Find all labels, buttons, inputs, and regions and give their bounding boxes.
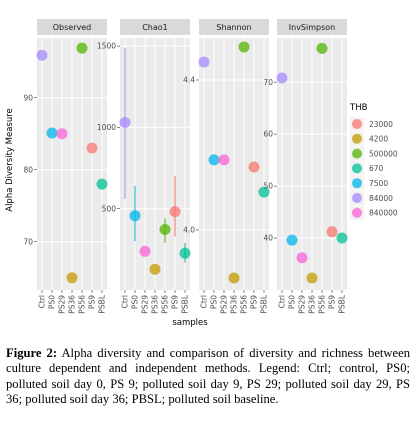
legend-label: 840000 bbox=[369, 209, 398, 218]
point bbox=[296, 252, 308, 264]
x-tick-label: PS9 bbox=[250, 295, 259, 309]
point bbox=[248, 161, 260, 173]
x-tick-label: PS36 bbox=[230, 295, 239, 314]
point bbox=[159, 224, 171, 236]
y-tick-label: 1000 bbox=[97, 123, 116, 132]
x-tick-label: PS29 bbox=[220, 295, 229, 314]
y-tick-label: 50 bbox=[263, 182, 273, 191]
legend-label: 4200 bbox=[369, 135, 388, 144]
y-tick-label: 60 bbox=[263, 130, 273, 139]
point bbox=[238, 41, 250, 53]
x-tick-label: PS36 bbox=[68, 295, 77, 314]
point bbox=[36, 49, 48, 61]
point bbox=[76, 42, 88, 54]
point bbox=[336, 232, 348, 244]
strip-background bbox=[199, 19, 269, 35]
point bbox=[286, 234, 298, 246]
x-tick-label: PS0 bbox=[131, 295, 140, 309]
x-tick-label: PSBL bbox=[181, 294, 190, 313]
y-axis-title: Alpha Diversity Measure bbox=[5, 108, 15, 212]
y-tick-label: 40 bbox=[263, 234, 273, 243]
strip-background bbox=[277, 19, 347, 35]
y-tick-label: 4.0 bbox=[183, 226, 195, 235]
point bbox=[56, 128, 68, 140]
x-tick-label: Ctrl bbox=[38, 295, 47, 308]
x-tick-label: Ctrl bbox=[278, 295, 287, 308]
strip-background bbox=[37, 19, 107, 35]
legend-marker bbox=[352, 119, 362, 129]
x-tick-label: PS29 bbox=[58, 295, 67, 314]
point bbox=[306, 272, 318, 284]
y-tick-label: 70 bbox=[263, 78, 273, 87]
legend-marker bbox=[352, 163, 362, 174]
point bbox=[218, 154, 230, 166]
point bbox=[139, 245, 151, 257]
x-tick-label: PS9 bbox=[328, 295, 337, 309]
legend-marker bbox=[352, 193, 362, 203]
legend-label: 23000 bbox=[369, 120, 393, 129]
y-tick-label: 500 bbox=[102, 204, 117, 213]
strip-background bbox=[120, 19, 190, 35]
x-tick-label: PS9 bbox=[171, 295, 180, 309]
x-tick-label: PSBL bbox=[98, 294, 107, 313]
x-tick-label: PS36 bbox=[308, 295, 317, 314]
point bbox=[149, 263, 161, 275]
legend-label: 7500 bbox=[369, 179, 388, 188]
point bbox=[169, 206, 181, 218]
y-tick-label: 90 bbox=[23, 93, 33, 102]
x-tick-label: PSBL bbox=[260, 294, 269, 313]
point bbox=[46, 127, 58, 139]
point bbox=[316, 42, 328, 54]
x-tick-label: PS0 bbox=[48, 295, 57, 309]
panel-title: Chao1 bbox=[142, 23, 168, 32]
point bbox=[208, 154, 220, 166]
point bbox=[96, 178, 108, 190]
y-tick-label: 70 bbox=[23, 237, 33, 246]
y-tick-label: 1500 bbox=[97, 42, 116, 51]
figure: Alpha Diversity Measure samples THB Obse… bbox=[5, 19, 398, 328]
caption: Figure 2: Alpha diversity and comparison… bbox=[6, 346, 410, 408]
point bbox=[129, 210, 141, 222]
x-tick-label: PS36 bbox=[151, 295, 160, 314]
x-tick-label: PS0 bbox=[210, 295, 219, 309]
point bbox=[66, 272, 78, 284]
x-tick-label: PS29 bbox=[298, 295, 307, 314]
legend-title: THB bbox=[349, 103, 368, 113]
x-tick-label: PS29 bbox=[141, 295, 150, 314]
point bbox=[198, 56, 210, 68]
caption-text: Alpha diversity and comparison of divers… bbox=[6, 346, 410, 407]
x-tick-label: PS9 bbox=[88, 295, 97, 309]
panel-title: Shannon bbox=[216, 23, 251, 32]
point bbox=[119, 117, 131, 129]
x-axis-title: samples bbox=[172, 318, 208, 328]
point bbox=[228, 272, 240, 284]
legend-marker bbox=[352, 207, 362, 218]
point bbox=[86, 142, 98, 154]
y-tick-label: 80 bbox=[23, 165, 33, 174]
point bbox=[258, 186, 270, 198]
panel-title: InvSimpson bbox=[289, 23, 335, 32]
legend-label: 84000 bbox=[369, 194, 393, 203]
legend-marker bbox=[352, 133, 362, 144]
caption-label: Figure 2: bbox=[6, 346, 58, 360]
panel-title: Observed bbox=[53, 23, 92, 32]
point bbox=[179, 247, 191, 259]
y-tick-label: 4.4 bbox=[183, 76, 195, 85]
x-tick-label: Ctrl bbox=[121, 295, 130, 308]
x-tick-label: PS56 bbox=[240, 295, 249, 314]
legend-label: 670 bbox=[369, 164, 384, 173]
x-tick-label: PS56 bbox=[161, 295, 170, 314]
point bbox=[326, 226, 338, 238]
x-tick-label: PS56 bbox=[78, 295, 87, 314]
legend-marker bbox=[352, 148, 362, 159]
x-tick-label: PS0 bbox=[288, 295, 297, 309]
legend-label: 500000 bbox=[369, 149, 398, 158]
point bbox=[276, 72, 288, 84]
x-tick-label: PS56 bbox=[318, 295, 327, 314]
x-tick-label: PSBL bbox=[338, 294, 347, 313]
x-tick-label: Ctrl bbox=[200, 295, 209, 308]
legend-marker bbox=[352, 178, 362, 189]
